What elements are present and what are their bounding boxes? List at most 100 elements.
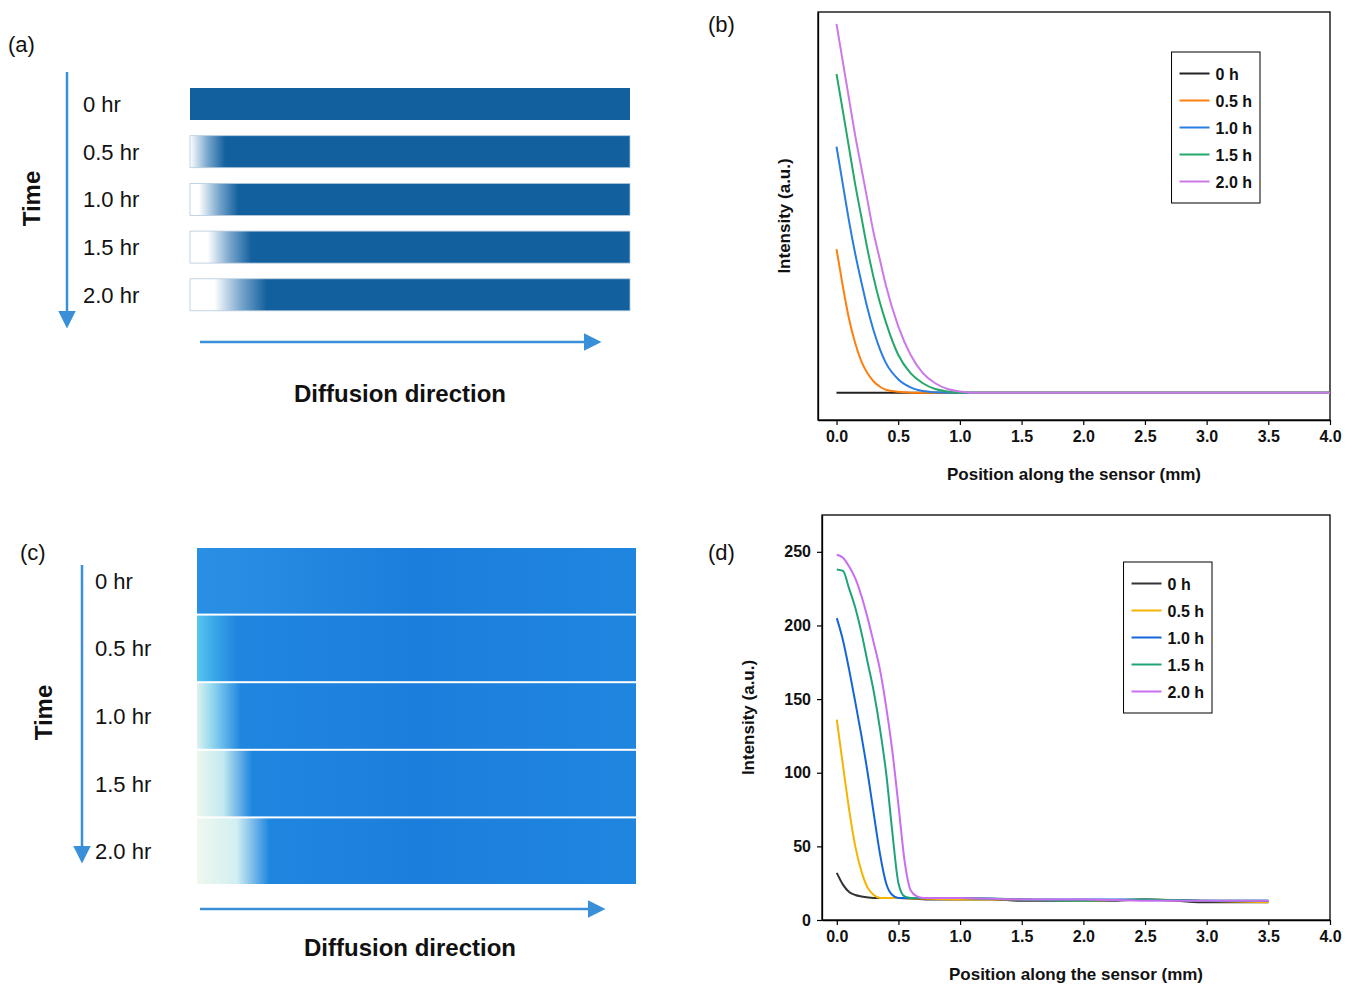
y-tick: 250 (784, 543, 822, 560)
panel-label: (a) (8, 32, 35, 57)
x-tick: 2.0 (1073, 920, 1095, 945)
legend-entry: 2.0 h (1168, 684, 1204, 701)
x-tick-mark (1207, 420, 1208, 425)
time-arrow (81, 565, 84, 860)
legend-swatch (1180, 100, 1210, 102)
panel-schematic: (a) Time 0 hr 0.5 hr 1.0 hr 1.5 hr 2.0 hr Diffu… (8, 32, 630, 407)
x-tick: 3.5 (1258, 920, 1280, 945)
y-axis (818, 13, 819, 421)
y-tick-label: 0 (802, 912, 811, 929)
x-tick-label: 3.0 (1196, 428, 1218, 445)
row-label: 1.5 hr (83, 235, 139, 260)
x-tick-label: 0.0 (826, 428, 848, 445)
time-arrow (66, 72, 69, 325)
legend: 0 h0.5 h1.0 h1.5 h2.0 h (1172, 52, 1260, 203)
panel-photo: (c)Time0 hr0.5 hr1.0 hr1.5 hr2.0 hrDiffu… (20, 540, 636, 961)
row-label: 0.5 hr (83, 140, 139, 165)
x-tick-mark (1268, 920, 1269, 925)
legend-entry: 2.0 h (1216, 174, 1252, 191)
x-tick: 1.5 (1011, 420, 1033, 445)
plot-lines (837, 555, 1269, 903)
x-tick-mark (1145, 920, 1146, 925)
x-tick: 1.0 (949, 420, 971, 445)
x-tick-mark (898, 420, 899, 425)
legend: 0 h0.5 h1.0 h1.5 h2.0 h (1124, 562, 1212, 713)
x-tick: 3.0 (1196, 420, 1218, 445)
plot-frame (818, 12, 1330, 420)
legend-entry: 0 h (1168, 576, 1191, 593)
x-tick: 4.0 (1319, 420, 1341, 445)
legend-entry: 0.5 h (1168, 603, 1204, 620)
figure: (a) Time 0 hr 0.5 hr 1.0 hr 1.5 hr 2.0 hr Diffu… (0, 0, 1357, 1002)
legend-entry: 1.5 h (1216, 147, 1252, 164)
direction-label: Diffusion direction (294, 380, 506, 407)
y-tick: 150 (784, 691, 822, 708)
x-tick-label: 0.5 (888, 428, 910, 445)
plot-lines (837, 24, 1330, 393)
x-tick: 1.0 (949, 920, 971, 945)
x-tick-mark (836, 420, 837, 425)
x-tick-label: 1.0 (949, 928, 971, 945)
y-tick-label: 150 (784, 691, 811, 708)
x-tick-label: 2.5 (1134, 928, 1156, 945)
legend-box (1172, 52, 1260, 203)
sensor-strip (190, 136, 630, 168)
row-label: 2.0 hr (95, 839, 151, 864)
row-label: 1.0 hr (95, 704, 151, 729)
sensor-photo-strip (197, 548, 636, 614)
panel-label: (d) (708, 540, 735, 565)
y-tick-mark (817, 552, 822, 553)
y-tick: 100 (784, 764, 822, 781)
row-label: 0 hr (95, 569, 133, 594)
x-tick: 2.5 (1134, 920, 1156, 945)
row-label: 0 hr (83, 92, 121, 117)
y-tick-mark (817, 773, 822, 774)
y-tick-label: 100 (784, 764, 811, 781)
row-label: 1.5 hr (95, 772, 151, 797)
legend-swatch (1180, 154, 1210, 156)
y-tick: 50 (793, 838, 822, 855)
legend-entry: 0 h (1216, 66, 1239, 83)
legend-swatch (1180, 127, 1210, 129)
x-tick: 3.0 (1196, 920, 1218, 945)
x-tick-mark (1022, 920, 1023, 925)
plot-frame (822, 515, 1330, 920)
x-tick-label: 2.5 (1134, 428, 1156, 445)
x-tick: 0.5 (888, 420, 910, 445)
legend-entry: 0.5 h (1216, 93, 1252, 110)
y-tick-label: 50 (793, 838, 811, 855)
x-tick-label: 2.0 (1073, 428, 1095, 445)
x-tick: 0.5 (888, 920, 910, 945)
sensor-photo-strip (197, 683, 636, 749)
series-line (837, 720, 1269, 903)
sensor-photo-strip (197, 818, 636, 884)
legend-entry: 1.0 h (1168, 630, 1204, 647)
time-label: Time (18, 171, 45, 227)
x-axis: 0.0 0.5 1.0 1.5 2.0 2.5 3.0 3.5 4.0 (819, 420, 1342, 445)
series-line (837, 569, 1269, 900)
x-axis-title: Position along the sensor (mm) (947, 465, 1201, 484)
x-tick-label: 3.5 (1258, 428, 1280, 445)
legend-swatch (1132, 691, 1162, 693)
row-label: 1.0 hr (83, 187, 139, 212)
legend-swatch (1132, 583, 1162, 585)
x-tick-label: 0.5 (888, 928, 910, 945)
x-tick-label: 1.5 (1011, 428, 1033, 445)
x-tick-label: 1.0 (949, 428, 971, 445)
x-tick-mark (1145, 420, 1146, 425)
x-tick: 2.0 (1073, 420, 1095, 445)
x-axis: 0.00.51.01.52.02.53.03.54.0 (823, 920, 1342, 945)
series-line (837, 249, 1330, 393)
series-line (837, 24, 1330, 393)
row-label: 2.0 hr (83, 283, 139, 308)
x-tick-mark (1021, 420, 1022, 425)
chart-line: (d)0.00.51.01.52.02.53.03.54.00501001502… (708, 515, 1342, 984)
sensor-strip (190, 279, 630, 311)
y-tick: 0 (802, 912, 822, 929)
y-tick: 200 (784, 617, 822, 634)
x-tick-label: 3.5 (1258, 928, 1280, 945)
x-tick: 4.0 (1319, 920, 1341, 945)
x-axis-line (819, 420, 1331, 421)
y-tick-mark (817, 625, 822, 626)
x-tick-mark (898, 920, 899, 925)
